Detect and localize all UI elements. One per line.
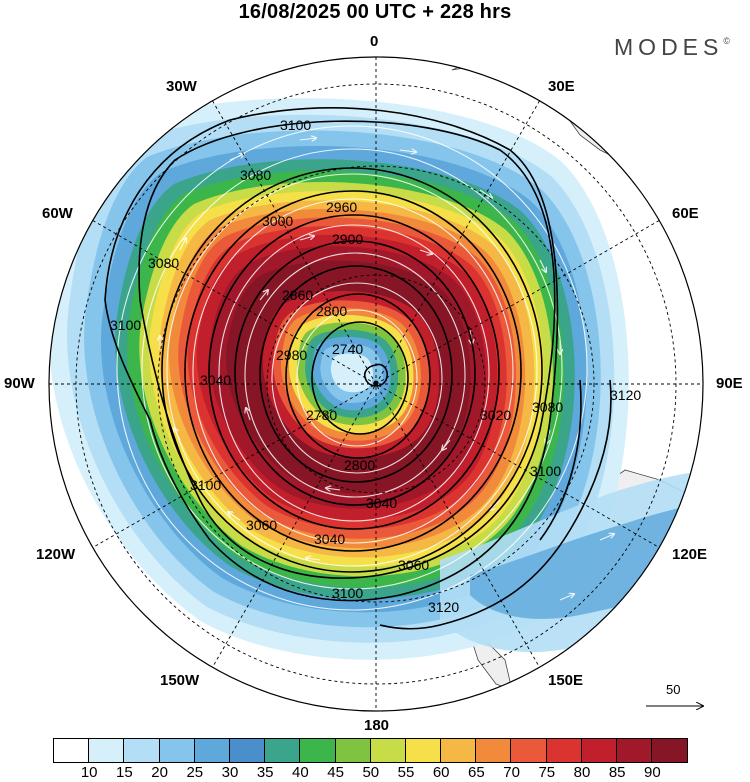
contour-label: 2900 [332, 231, 363, 247]
colorbar-cell [370, 739, 406, 762]
graticule [49, 57, 703, 711]
colorbar-cell [229, 739, 266, 762]
colorbar-tick-label: 70 [503, 764, 520, 781]
colorbar-cell [194, 739, 230, 762]
contour-label: 2800 [344, 457, 375, 473]
contour-label: 3080 [532, 399, 563, 415]
lon-label-30w: 30W [166, 78, 197, 95]
wind-speed-shading [49, 98, 629, 660]
colorbar-tick-label: 15 [116, 764, 133, 781]
colorbar-cell [617, 739, 653, 762]
colorbar-tick-label: 90 [644, 764, 661, 781]
contour-label: 3060 [398, 557, 429, 573]
lon-label-120e: 120E [672, 546, 708, 563]
contour-label: 3100 [190, 477, 221, 493]
contour-label: 3100 [110, 317, 141, 333]
colorbar-cell [441, 739, 477, 762]
colorbar-cell [124, 739, 160, 762]
copyright-mark: © [723, 36, 730, 46]
contour-label: 3040 [200, 372, 231, 388]
modes-logo: MODES© [614, 34, 730, 61]
colorbar-tick-label: 75 [538, 764, 556, 781]
colorbar-tick-label: 60 [432, 764, 450, 781]
colorbar-tick-label: 80 [573, 764, 591, 781]
contour-label: 3120 [610, 387, 641, 403]
colorbar-cell [546, 739, 582, 762]
colorbar-tick-label: 25 [186, 764, 204, 781]
colorbar-cell [476, 739, 512, 762]
colorbar-tick-label: 40 [292, 764, 309, 781]
wind-streamlines [116, 125, 614, 611]
colorbar-cell [300, 739, 336, 762]
colorbar-cell [405, 739, 442, 762]
contour-label: 3040 [366, 495, 397, 511]
map-boundary [48, 56, 704, 712]
lon-label-60e: 60E [672, 205, 699, 222]
contour-label: 2780 [306, 407, 337, 423]
colorbar-tick-label: 50 [362, 764, 380, 781]
reference-vector-label: 50 [666, 682, 681, 697]
contour-label: 3120 [428, 599, 459, 615]
colorbar-cell [265, 739, 301, 762]
colorbar-cell [652, 739, 688, 762]
colorbar-cell [511, 739, 547, 762]
contour-label: 3060 [246, 517, 277, 533]
contour-label: 2980 [276, 347, 307, 363]
colorbar-cell [54, 739, 90, 762]
colorbar-tick-label: 30 [221, 764, 239, 781]
colorbar-tick-label: 85 [608, 764, 626, 781]
colorbar-tick-label: 20 [151, 764, 168, 781]
colorbar-cell [159, 739, 195, 762]
colorbar-tick-label: 45 [327, 764, 344, 781]
colorbar-tick-label: 55 [397, 764, 415, 781]
map-title: 16/08/2025 00 UTC + 228 hrs [238, 1, 512, 23]
brand-name: MODES [614, 34, 724, 60]
contour-label: 2740 [332, 341, 363, 357]
lon-label-180: 180 [364, 717, 390, 734]
contour-label: 3100 [280, 117, 311, 133]
height-contours [104, 106, 612, 630]
lon-label-150w: 150W [160, 672, 200, 689]
lon-label-120w: 120W [36, 546, 76, 563]
lon-label-90e: 90E [716, 375, 743, 392]
colorbar-tick-label: 65 [468, 764, 485, 781]
contour-label: 3100 [530, 463, 561, 479]
contour-label: 3080 [148, 255, 179, 271]
contour-label: 2960 [326, 199, 357, 215]
lon-label-150e: 150E [548, 672, 584, 689]
contour-label: 2860 [282, 287, 313, 303]
colorbar-cell [89, 739, 125, 762]
contour-label-group: 3100 3080 3000 2960 2900 2800 2740 2780 … [110, 117, 641, 615]
colorbar-tick-label: 10 [80, 764, 98, 781]
lon-label-60w: 60W [42, 205, 73, 222]
lon-label-0: 0 [370, 33, 379, 50]
contour-label: 3040 [314, 531, 345, 547]
contour-label: 3000 [262, 213, 293, 229]
colorbar-tick-label: 35 [256, 764, 274, 781]
contour-label: 3100 [332, 585, 363, 601]
lon-label-90w: 90W [4, 375, 35, 392]
contour-label: 2800 [316, 303, 347, 319]
contour-label: 3080 [240, 167, 271, 183]
colorbar-cell [581, 739, 617, 762]
contour-label: 3020 [480, 407, 511, 423]
colorbar-cell [335, 739, 371, 762]
colorbar [53, 738, 689, 763]
lon-label-30e: 30E [548, 78, 575, 95]
